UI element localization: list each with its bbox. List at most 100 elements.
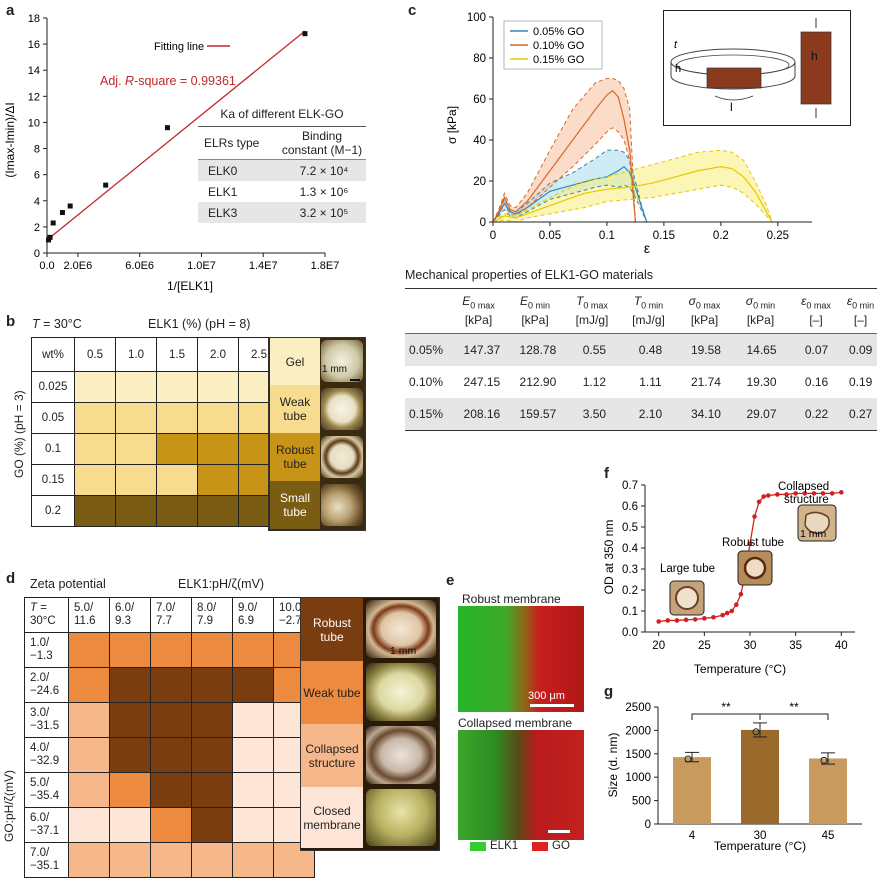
size-bar xyxy=(809,758,847,824)
d-grid-cell xyxy=(68,632,110,668)
b-grid-cell xyxy=(197,402,239,434)
mech-header-cell: E0 max [kPa] xyxy=(462,293,495,328)
od-point xyxy=(747,541,753,547)
f-y-axis-label: OD at 350 nm xyxy=(602,520,616,595)
ka-header-type: ELRs type xyxy=(204,136,260,150)
f-y-tick-label: 0.4 xyxy=(622,543,639,555)
data-point xyxy=(164,125,170,131)
b-col-header: 0.5 xyxy=(74,337,116,372)
mean-curve-1 xyxy=(492,90,637,223)
mech-cell: 0.09 xyxy=(848,343,873,357)
f-y-tick-label: 0.0 xyxy=(622,627,638,639)
ka-header-constant: Binding constant (M−1) xyxy=(281,129,363,157)
mech-cell: 0.16 xyxy=(804,375,829,389)
d-grid-cell xyxy=(150,632,192,668)
d-grid-cell xyxy=(109,632,151,668)
lower-bound-1 xyxy=(492,127,636,223)
d-grid-cell xyxy=(191,737,233,773)
d-grid-cell xyxy=(109,772,151,808)
replicate-marker xyxy=(752,728,760,736)
mech-cell: 212.90 xyxy=(519,375,557,389)
mech-cell: 19.30 xyxy=(746,375,777,389)
b-row-header: 0.1 xyxy=(31,433,75,465)
inset-h2-label: h xyxy=(811,49,818,63)
ring-wall xyxy=(670,62,796,90)
od-point xyxy=(683,617,689,623)
tube-formation-grid: wt% 0.5 1.0 1.5 2.0 2.5 0.025 0.05 0.1 0.15 0.2 xyxy=(31,337,280,527)
c-y-tick-label: 100 xyxy=(467,12,486,24)
c-x-tick-label: 0.25 xyxy=(767,230,789,242)
d-grid-cell xyxy=(68,807,110,843)
mech-row-label: 0.10% xyxy=(409,375,444,389)
b-temperature: T = 30°C xyxy=(32,317,82,331)
weak-tube-photo xyxy=(321,388,363,430)
e-title-robust: Robust membrane xyxy=(462,592,561,606)
d-grid-cell xyxy=(191,702,233,738)
inset-t-label: t xyxy=(674,39,678,51)
e-scale-bar-2 xyxy=(548,830,570,833)
b-row-header: 0.15 xyxy=(31,464,75,496)
a-x-tick-label: 1.4E7 xyxy=(249,260,278,272)
od-point xyxy=(665,618,671,623)
g-y-tick-label: 2500 xyxy=(625,702,651,714)
mech-cell: 0.07 xyxy=(804,343,829,357)
c-x-tick-label: 0.2 xyxy=(713,230,729,242)
panel-label-c: c xyxy=(408,2,417,19)
ka-row: ELK3 3.2 × 10⁵ xyxy=(198,202,366,223)
od-point xyxy=(674,618,680,623)
b-grid-cell xyxy=(156,402,198,434)
f-y-tick-label: 0.7 xyxy=(622,480,638,492)
od-point xyxy=(720,612,725,618)
e-scale-label: 300 μm xyxy=(528,690,565,702)
d-grid-cell xyxy=(232,807,274,843)
d-col-header: 8.0/7.9 xyxy=(191,597,233,633)
d-grid-cell xyxy=(150,807,192,843)
significance-bracket xyxy=(691,713,761,721)
g-x-tick-label: 30 xyxy=(754,830,767,842)
b-grid-cell xyxy=(115,433,157,465)
g-x-axis-label: Temperature (°C) xyxy=(714,839,806,853)
robust-tube-photo xyxy=(321,436,363,478)
d-grid-cell xyxy=(68,702,110,738)
go-legend-label: GO xyxy=(552,840,570,852)
d-grid-cell xyxy=(109,807,151,843)
annotation-large-tube: Large tube xyxy=(660,563,715,575)
annotation-collapsed-structure: Collapsed xyxy=(778,481,829,493)
mech-row-label: 0.05% xyxy=(409,343,444,357)
d-col-header: 5.0/11.6 xyxy=(68,597,110,633)
gel-photo xyxy=(321,340,363,382)
legend-small-tube: Small tube xyxy=(270,481,320,529)
mech-row: 0.10% 247.15 212.90 1.12 1.11 21.74 19.30 0.16 0… xyxy=(405,366,877,398)
legend-weak-tube: Weak tube xyxy=(270,385,320,433)
d-title: Zeta potential xyxy=(30,577,106,591)
mech-cell: 147.37 xyxy=(463,343,501,357)
panel-label-g: g xyxy=(604,683,614,700)
f-x-tick-label: 25 xyxy=(698,640,711,652)
od-point xyxy=(793,491,798,496)
b-grid-cell xyxy=(74,371,116,403)
mech-cell: 1.12 xyxy=(582,375,607,389)
e-title-collapsed: Collapsed membrane xyxy=(458,716,573,730)
legend-weak-tube-d: Weak tube xyxy=(301,661,363,724)
annotation-collapsed-structure-2: structure xyxy=(784,494,829,506)
a-y-tick-label: 10 xyxy=(28,117,40,129)
replicate-marker xyxy=(820,756,828,764)
size-bar xyxy=(741,729,779,824)
go-swatch xyxy=(532,842,548,851)
b-grid-cell xyxy=(156,464,198,496)
inset-h-label: h xyxy=(675,63,681,75)
g-y-tick-label: 0 xyxy=(645,819,651,831)
g-x-tick-label: 45 xyxy=(822,830,835,842)
robust-membrane-image xyxy=(458,606,584,712)
collapsed-structure-shape xyxy=(804,511,830,535)
closed-membrane-photo-d xyxy=(366,789,436,846)
od-point xyxy=(752,514,757,519)
panel-label-b: b xyxy=(6,313,16,330)
d-grid-cell xyxy=(68,737,110,773)
legend-robust-tube: Robust tube xyxy=(270,433,320,481)
od-point xyxy=(761,494,766,499)
od-point xyxy=(724,610,730,616)
b-col-header: 1.5 xyxy=(156,337,198,372)
d-grid-cell xyxy=(191,807,233,843)
